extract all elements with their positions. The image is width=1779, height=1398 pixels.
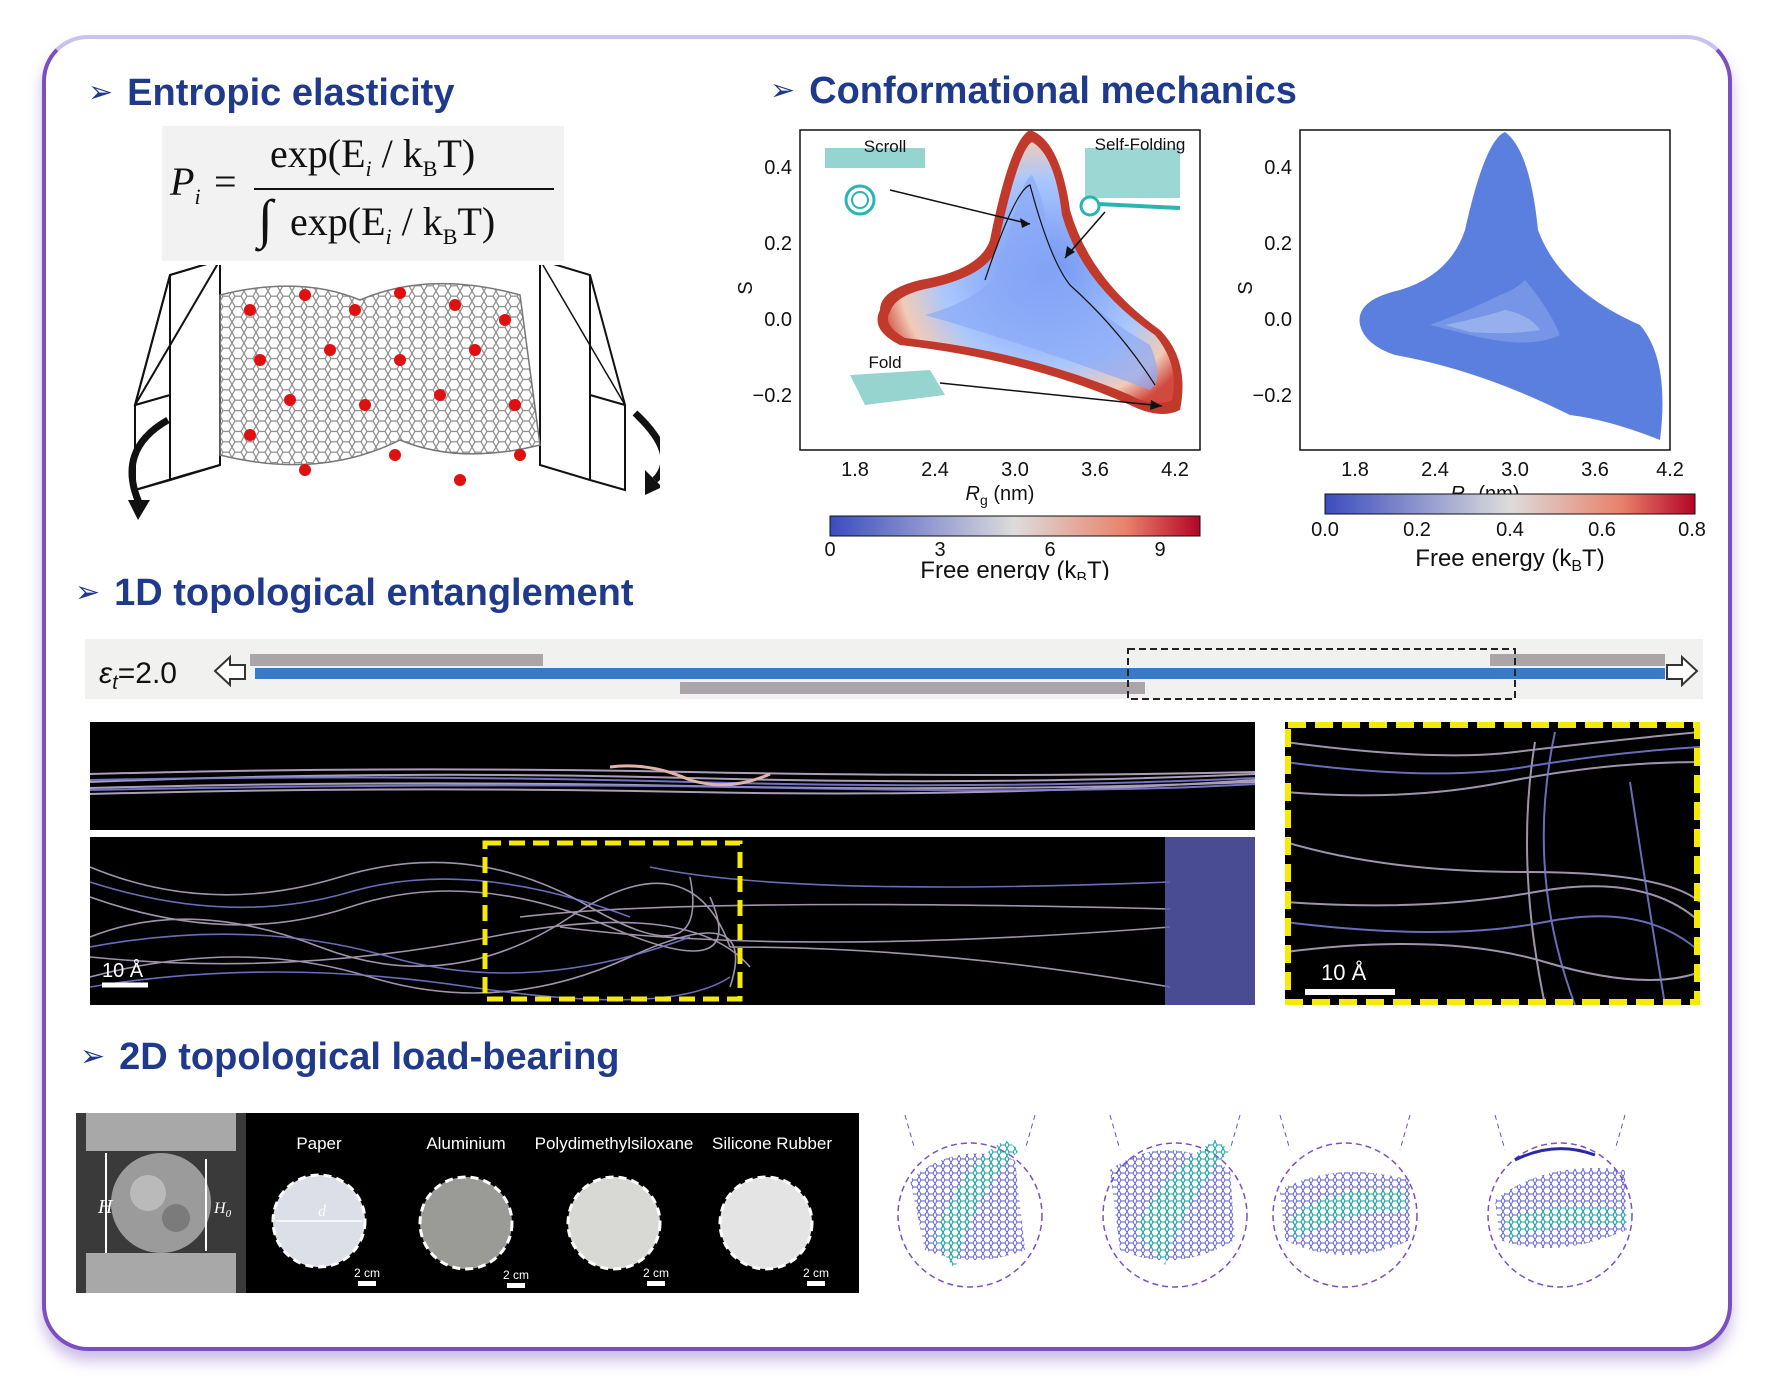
p1-xtick: 2.4 xyxy=(921,459,949,481)
p1-cb-tick: 9 xyxy=(1154,539,1165,561)
free-energy-plot-2: 0.4 0.2 0.0 −0.2 S 1.8 2.4 3.0 3.6 4.2 R… xyxy=(1235,129,1706,575)
self-folding-sheet-image xyxy=(1085,148,1180,198)
fraction-bar xyxy=(254,188,554,190)
snapshot-2 xyxy=(1102,1114,1248,1288)
scroll-circle-image xyxy=(844,184,876,216)
right-rotation-arrow xyxy=(632,410,660,483)
p1-ytick: −0.2 xyxy=(753,385,792,407)
p1-xtick: 1.8 xyxy=(841,459,869,481)
blue-chain xyxy=(255,668,1665,679)
label-aluminium: Aluminium xyxy=(426,1134,505,1153)
p2-ytick: 0.4 xyxy=(1264,157,1292,179)
p1-ylabel: S xyxy=(735,281,757,294)
p2-cb-label: Free energy (kBT) xyxy=(1415,545,1604,575)
right-pull-arrow xyxy=(1666,654,1699,688)
scale-label: 2 cm xyxy=(354,1266,380,1280)
p2-ytick: 0.2 xyxy=(1264,233,1292,255)
grey-segment xyxy=(680,682,1145,694)
left-rotation-arrow xyxy=(128,416,170,507)
scroll-sheet-image xyxy=(825,148,925,168)
p1-cb-tick: 3 xyxy=(934,539,945,561)
p2-ylabel: S xyxy=(1235,281,1257,294)
p2-colorbar xyxy=(1324,493,1696,515)
strain-bar-panel: εt=2.0 xyxy=(85,639,1703,700)
graphene-sheet-illustration xyxy=(128,265,660,520)
p1-cb-tick: 0 xyxy=(824,539,835,561)
label-self-folding: Self-Folding xyxy=(1095,135,1186,154)
p1-cb-label: Free energy (kBT) xyxy=(920,557,1109,580)
p1-colorbar xyxy=(829,515,1201,537)
label-fold: Fold xyxy=(868,353,901,372)
p2-cb-tick: 0.8 xyxy=(1678,519,1706,541)
strain-label: εt=2.0 xyxy=(99,657,177,694)
left-pull-arrow xyxy=(213,654,246,688)
p2-cb-tick: 0.2 xyxy=(1403,519,1431,541)
p2-xtick: 2.4 xyxy=(1421,459,1449,481)
p1-cb-tick: 6 xyxy=(1044,539,1055,561)
right-clamp xyxy=(539,265,626,492)
heading-2d-load-bearing: ➢ 2D topological load-bearing xyxy=(80,1036,620,1078)
p2-landscape xyxy=(1359,132,1663,440)
p2-cb-tick: 0.6 xyxy=(1588,519,1616,541)
p1-xtick: 4.2 xyxy=(1161,459,1189,481)
heading-1d-entanglement: ➢ 1D topological entanglement xyxy=(75,572,634,614)
snapshot-3 xyxy=(1272,1114,1418,1288)
label-scroll: Scroll xyxy=(864,137,907,156)
p1-ytick: 0.2 xyxy=(764,233,792,255)
fiber-zoom-panel: 10 Å xyxy=(1285,722,1700,1005)
heading-entropic-elasticity: ➢ Entropic elasticity xyxy=(88,72,455,114)
grey-segment xyxy=(1490,654,1665,666)
heading-conformational-mechanics: ➢ Conformational mechanics xyxy=(770,70,1297,112)
fiber-snapshot-bottom: 10 Å xyxy=(90,837,1255,1005)
crumpling-snapshots xyxy=(897,1114,1633,1288)
scale-label: 2 cm xyxy=(803,1266,829,1280)
p1-xtick: 3.6 xyxy=(1081,459,1109,481)
p2-xtick: 1.8 xyxy=(1341,459,1369,481)
label-H0: H0 xyxy=(213,1200,232,1220)
yellow-zoom-box xyxy=(482,840,743,1002)
aluminium-sample xyxy=(418,1175,514,1271)
snapshot-1 xyxy=(897,1114,1043,1288)
label-paper: Paper xyxy=(296,1134,342,1153)
free-energy-plot-1: Scroll Self-Folding Fold 0.4 0.2 0.0 −0.… xyxy=(735,129,1201,580)
silicone-sample xyxy=(718,1175,814,1271)
p1-xtick: 3.0 xyxy=(1001,459,1029,481)
p2-xtick: 4.2 xyxy=(1656,459,1684,481)
scale-label: 2 cm xyxy=(503,1268,529,1282)
graphene-sheet xyxy=(219,282,541,466)
p2-cb-tick: 0.4 xyxy=(1496,519,1524,541)
p1-xlabel: Rg (nm) xyxy=(966,483,1035,508)
probability-formula: Pi = exp(Ei / kBT) ∫ exp(Ei / kBT) xyxy=(162,126,564,261)
p2-xtick: 3.0 xyxy=(1501,459,1529,481)
p1-ytick: 0.4 xyxy=(764,157,792,179)
label-H: H xyxy=(97,1196,114,1218)
fiber-snapshot-top xyxy=(90,722,1255,830)
p2-cb-tick: 0.0 xyxy=(1311,519,1339,541)
zoom-region-box xyxy=(1127,648,1516,700)
label-pdms: Polydimethylsiloxane xyxy=(535,1134,694,1153)
yellow-zoom-border xyxy=(1285,722,1700,1005)
crumpled-materials-panel: H H0 Paper Aluminium Polydimethylsiloxan… xyxy=(76,1113,859,1293)
pdms-sample xyxy=(566,1175,662,1271)
snapshot-4 xyxy=(1487,1114,1633,1288)
label-d: d xyxy=(318,1203,327,1220)
p1-ytick: 0.0 xyxy=(764,309,792,331)
scalebar-right-label: 10 Å xyxy=(1321,960,1367,985)
grey-segment xyxy=(250,654,543,666)
left-clamp xyxy=(133,265,221,492)
p2-ytick: 0.0 xyxy=(1264,309,1292,331)
scale-label: 2 cm xyxy=(643,1266,669,1280)
label-silicone-rubber: Silicone Rubber xyxy=(712,1134,832,1153)
oxygen-atoms xyxy=(244,287,526,486)
p2-ytick: −0.2 xyxy=(1253,385,1292,407)
p2-xtick: 3.6 xyxy=(1581,459,1609,481)
graphene-edge-block xyxy=(1165,837,1255,1005)
scalebar-left-label: 10 Å xyxy=(102,959,144,982)
fold-sheet-image xyxy=(850,370,945,405)
